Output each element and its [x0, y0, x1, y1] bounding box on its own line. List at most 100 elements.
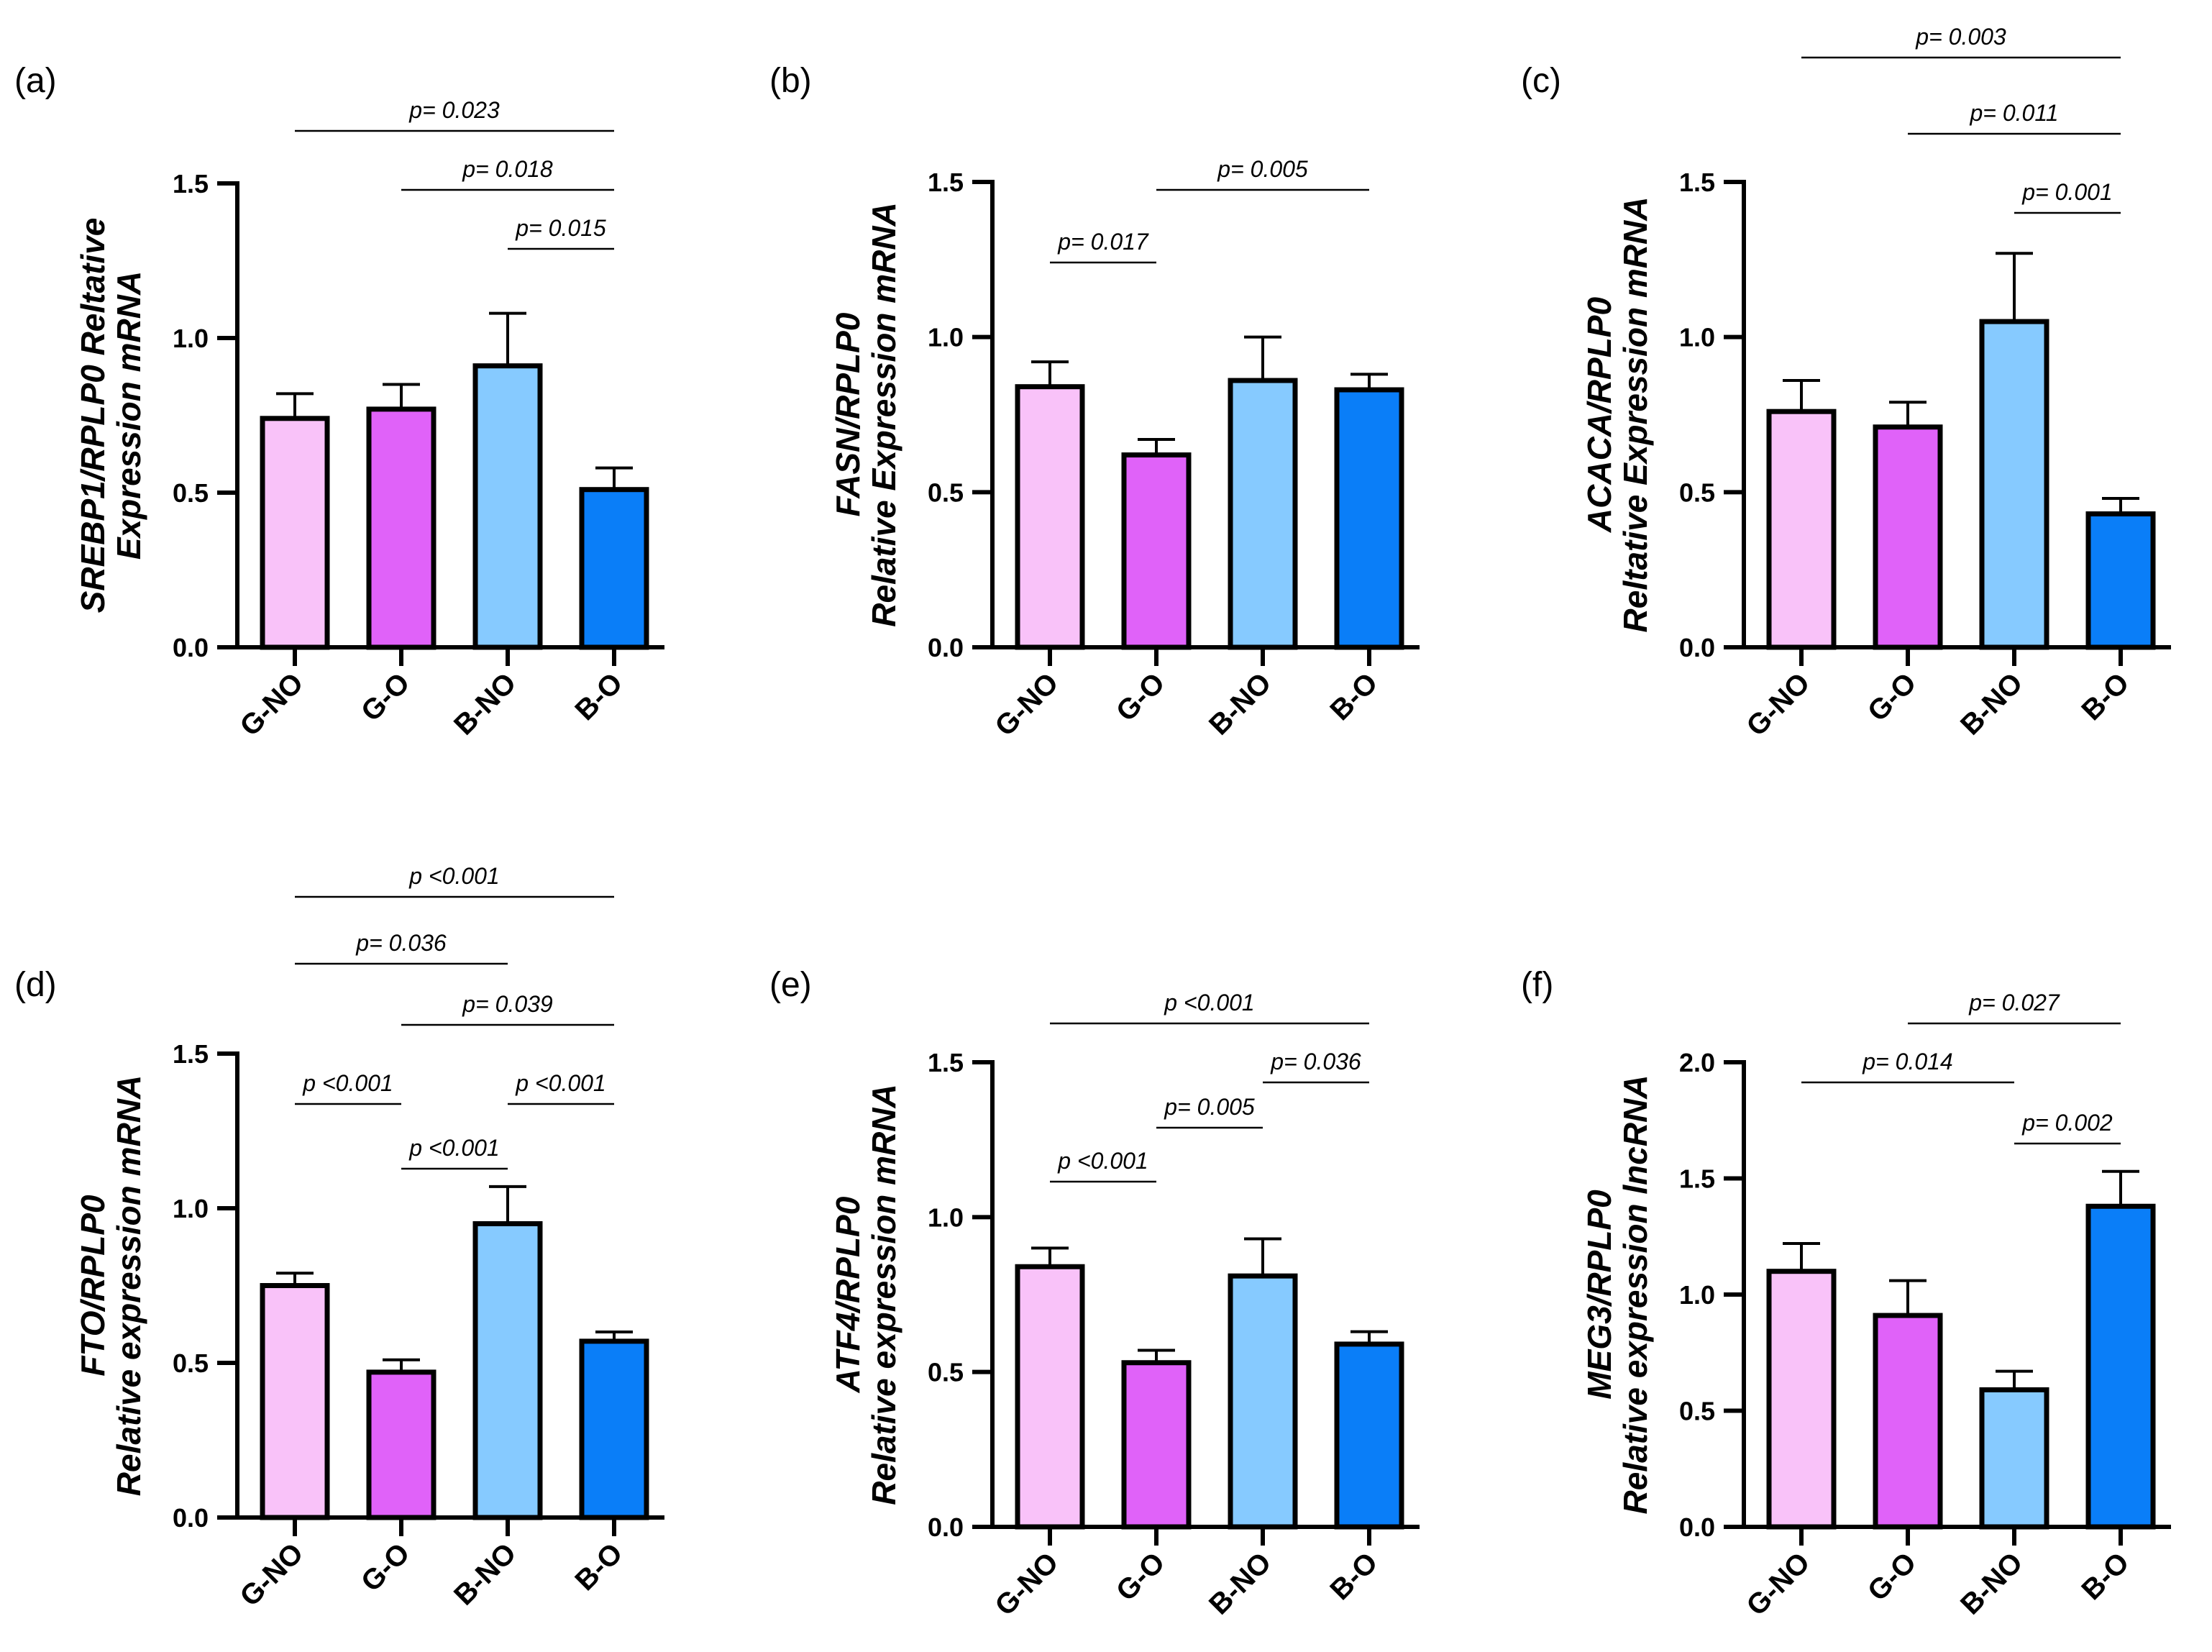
p-value-label: p= 0.017	[1057, 229, 1149, 255]
p-value-label: p <0.001	[408, 1135, 499, 1161]
bar-g-no	[1015, 1264, 1085, 1530]
p-value-label: p= 0.039	[462, 991, 553, 1017]
y-tick-label: 0.5	[1679, 1397, 1715, 1426]
panel-letter: (d)	[14, 966, 57, 1004]
p-value-label: p <0.001	[302, 1070, 393, 1096]
p-value-label: p= 0.003	[1915, 24, 2006, 50]
y-tick-label: 0.5	[173, 478, 209, 508]
x-tick-label: B-O	[569, 667, 629, 726]
x-tick-label: B-NO	[1203, 1546, 1277, 1620]
bar-b-o	[1334, 387, 1404, 650]
y-tick-label: 0.0	[173, 633, 209, 662]
x-tick-label: G-O	[1110, 1546, 1171, 1607]
y-tick-label: 1.0	[928, 1203, 964, 1232]
y-axis-label-line-1: SREBP1/RPLP0 Reltative	[74, 218, 111, 613]
panel-letter: (e)	[769, 966, 812, 1004]
p-value-label: p <0.001	[1164, 990, 1254, 1016]
y-tick-label: 1.5	[1679, 1164, 1715, 1194]
p-value-label: p= 0.005	[1217, 156, 1308, 182]
bar-g-no	[1015, 384, 1085, 650]
x-tick-label: G-O	[355, 667, 416, 728]
x-tick-label: G-NO	[1740, 667, 1816, 742]
bar-b-o	[2085, 511, 2156, 650]
bar-b-no	[1979, 319, 2049, 650]
bar-b-no	[472, 363, 543, 650]
y-tick-label: 0.0	[928, 633, 964, 662]
y-axis-label-line-1: FTO/RPLP0	[74, 1195, 111, 1377]
y-tick-label: 1.5	[173, 1039, 209, 1069]
y-tick-label: 0.0	[1679, 633, 1715, 662]
bar-g-o	[1873, 1313, 1943, 1530]
y-axis-label-line-2: Relative Expression mRNA	[865, 202, 902, 627]
y-tick-label: 0.0	[173, 1503, 209, 1533]
y-tick-label: 1.5	[928, 1048, 964, 1077]
panel-letter: (b)	[769, 62, 812, 100]
panel-letter: (c)	[1521, 62, 1561, 100]
bar-g-o	[366, 1369, 437, 1520]
x-tick-label: B-O	[2075, 667, 2135, 726]
p-value-label: p= 0.002	[2021, 1110, 2113, 1136]
y-axis-label-line-1: ATF4/RPLP0	[829, 1196, 867, 1393]
x-tick-label: G-NO	[989, 1546, 1064, 1622]
x-tick-label: G-NO	[234, 1537, 309, 1612]
bar-b-no	[1228, 378, 1298, 650]
p-value-label: p= 0.036	[355, 930, 447, 956]
bar-b-o	[1334, 1341, 1404, 1530]
y-tick-label: 1.0	[173, 324, 209, 353]
bar-g-no	[260, 416, 330, 650]
panel-letter: (a)	[14, 62, 57, 100]
y-tick-label: 1.0	[928, 323, 964, 352]
y-tick-label: 0.5	[1679, 478, 1715, 507]
bar-b-o	[579, 1338, 649, 1520]
y-axis-label-line-2: Relative expression mRNA	[865, 1084, 902, 1505]
bar-b-no	[1228, 1273, 1298, 1530]
p-value-label: p= 0.018	[462, 156, 553, 182]
y-axis-label-line-2: Expression mRNA	[110, 271, 147, 560]
y-tick-label: 1.0	[1679, 323, 1715, 352]
y-tick-label: 1.0	[173, 1194, 209, 1223]
x-tick-label: G-NO	[234, 667, 309, 742]
y-tick-label: 0.0	[928, 1512, 964, 1542]
y-axis-label-line-1: FASN/RPLP0	[829, 312, 867, 516]
y-axis-label-line-2: Relative expression lncRNA	[1617, 1074, 1654, 1514]
x-tick-label: G-O	[1862, 1546, 1923, 1607]
x-tick-label: B-O	[2075, 1546, 2135, 1606]
y-axis-label-line-2: Reltative Expression mRNA	[1617, 197, 1654, 633]
x-tick-label: G-NO	[1740, 1546, 1816, 1622]
p-value-label: p <0.001	[1057, 1148, 1148, 1174]
bar-b-o	[2085, 1203, 2156, 1530]
y-tick-label: 0.5	[928, 1358, 964, 1387]
y-tick-label: 0.5	[173, 1348, 209, 1378]
bar-b-o	[579, 487, 649, 650]
y-tick-label: 1.0	[1679, 1280, 1715, 1310]
p-value-label: p <0.001	[515, 1070, 605, 1096]
y-tick-label: 1.5	[1679, 168, 1715, 197]
y-tick-label: 0.5	[928, 478, 964, 507]
y-axis-label-line-2: Relative expression mRNA	[110, 1075, 147, 1496]
p-value-label: p= 0.014	[1862, 1049, 1952, 1074]
x-tick-label: B-NO	[448, 667, 522, 741]
x-tick-label: G-O	[355, 1537, 416, 1598]
bar-g-o	[1121, 1360, 1192, 1530]
p-value-label: p= 0.023	[408, 97, 500, 123]
x-tick-label: G-NO	[989, 667, 1064, 742]
p-value-label: p= 0.005	[1164, 1094, 1255, 1120]
bar-g-o	[366, 406, 437, 650]
y-tick-label: 1.5	[928, 168, 964, 197]
bar-g-o	[1121, 452, 1192, 650]
bar-g-no	[260, 1283, 330, 1520]
y-axis-label-line-1: ACACA/RPLP0	[1581, 297, 1618, 534]
y-tick-label: 1.5	[173, 169, 209, 198]
x-tick-label: B-O	[1324, 667, 1384, 726]
x-tick-label: G-O	[1862, 667, 1923, 728]
p-value-label: p= 0.036	[1270, 1049, 1361, 1074]
p-value-label: p= 0.001	[2021, 179, 2112, 205]
x-tick-label: B-O	[569, 1537, 629, 1597]
p-value-label: p= 0.027	[1968, 990, 2060, 1016]
p-value-label: p= 0.015	[515, 215, 606, 241]
